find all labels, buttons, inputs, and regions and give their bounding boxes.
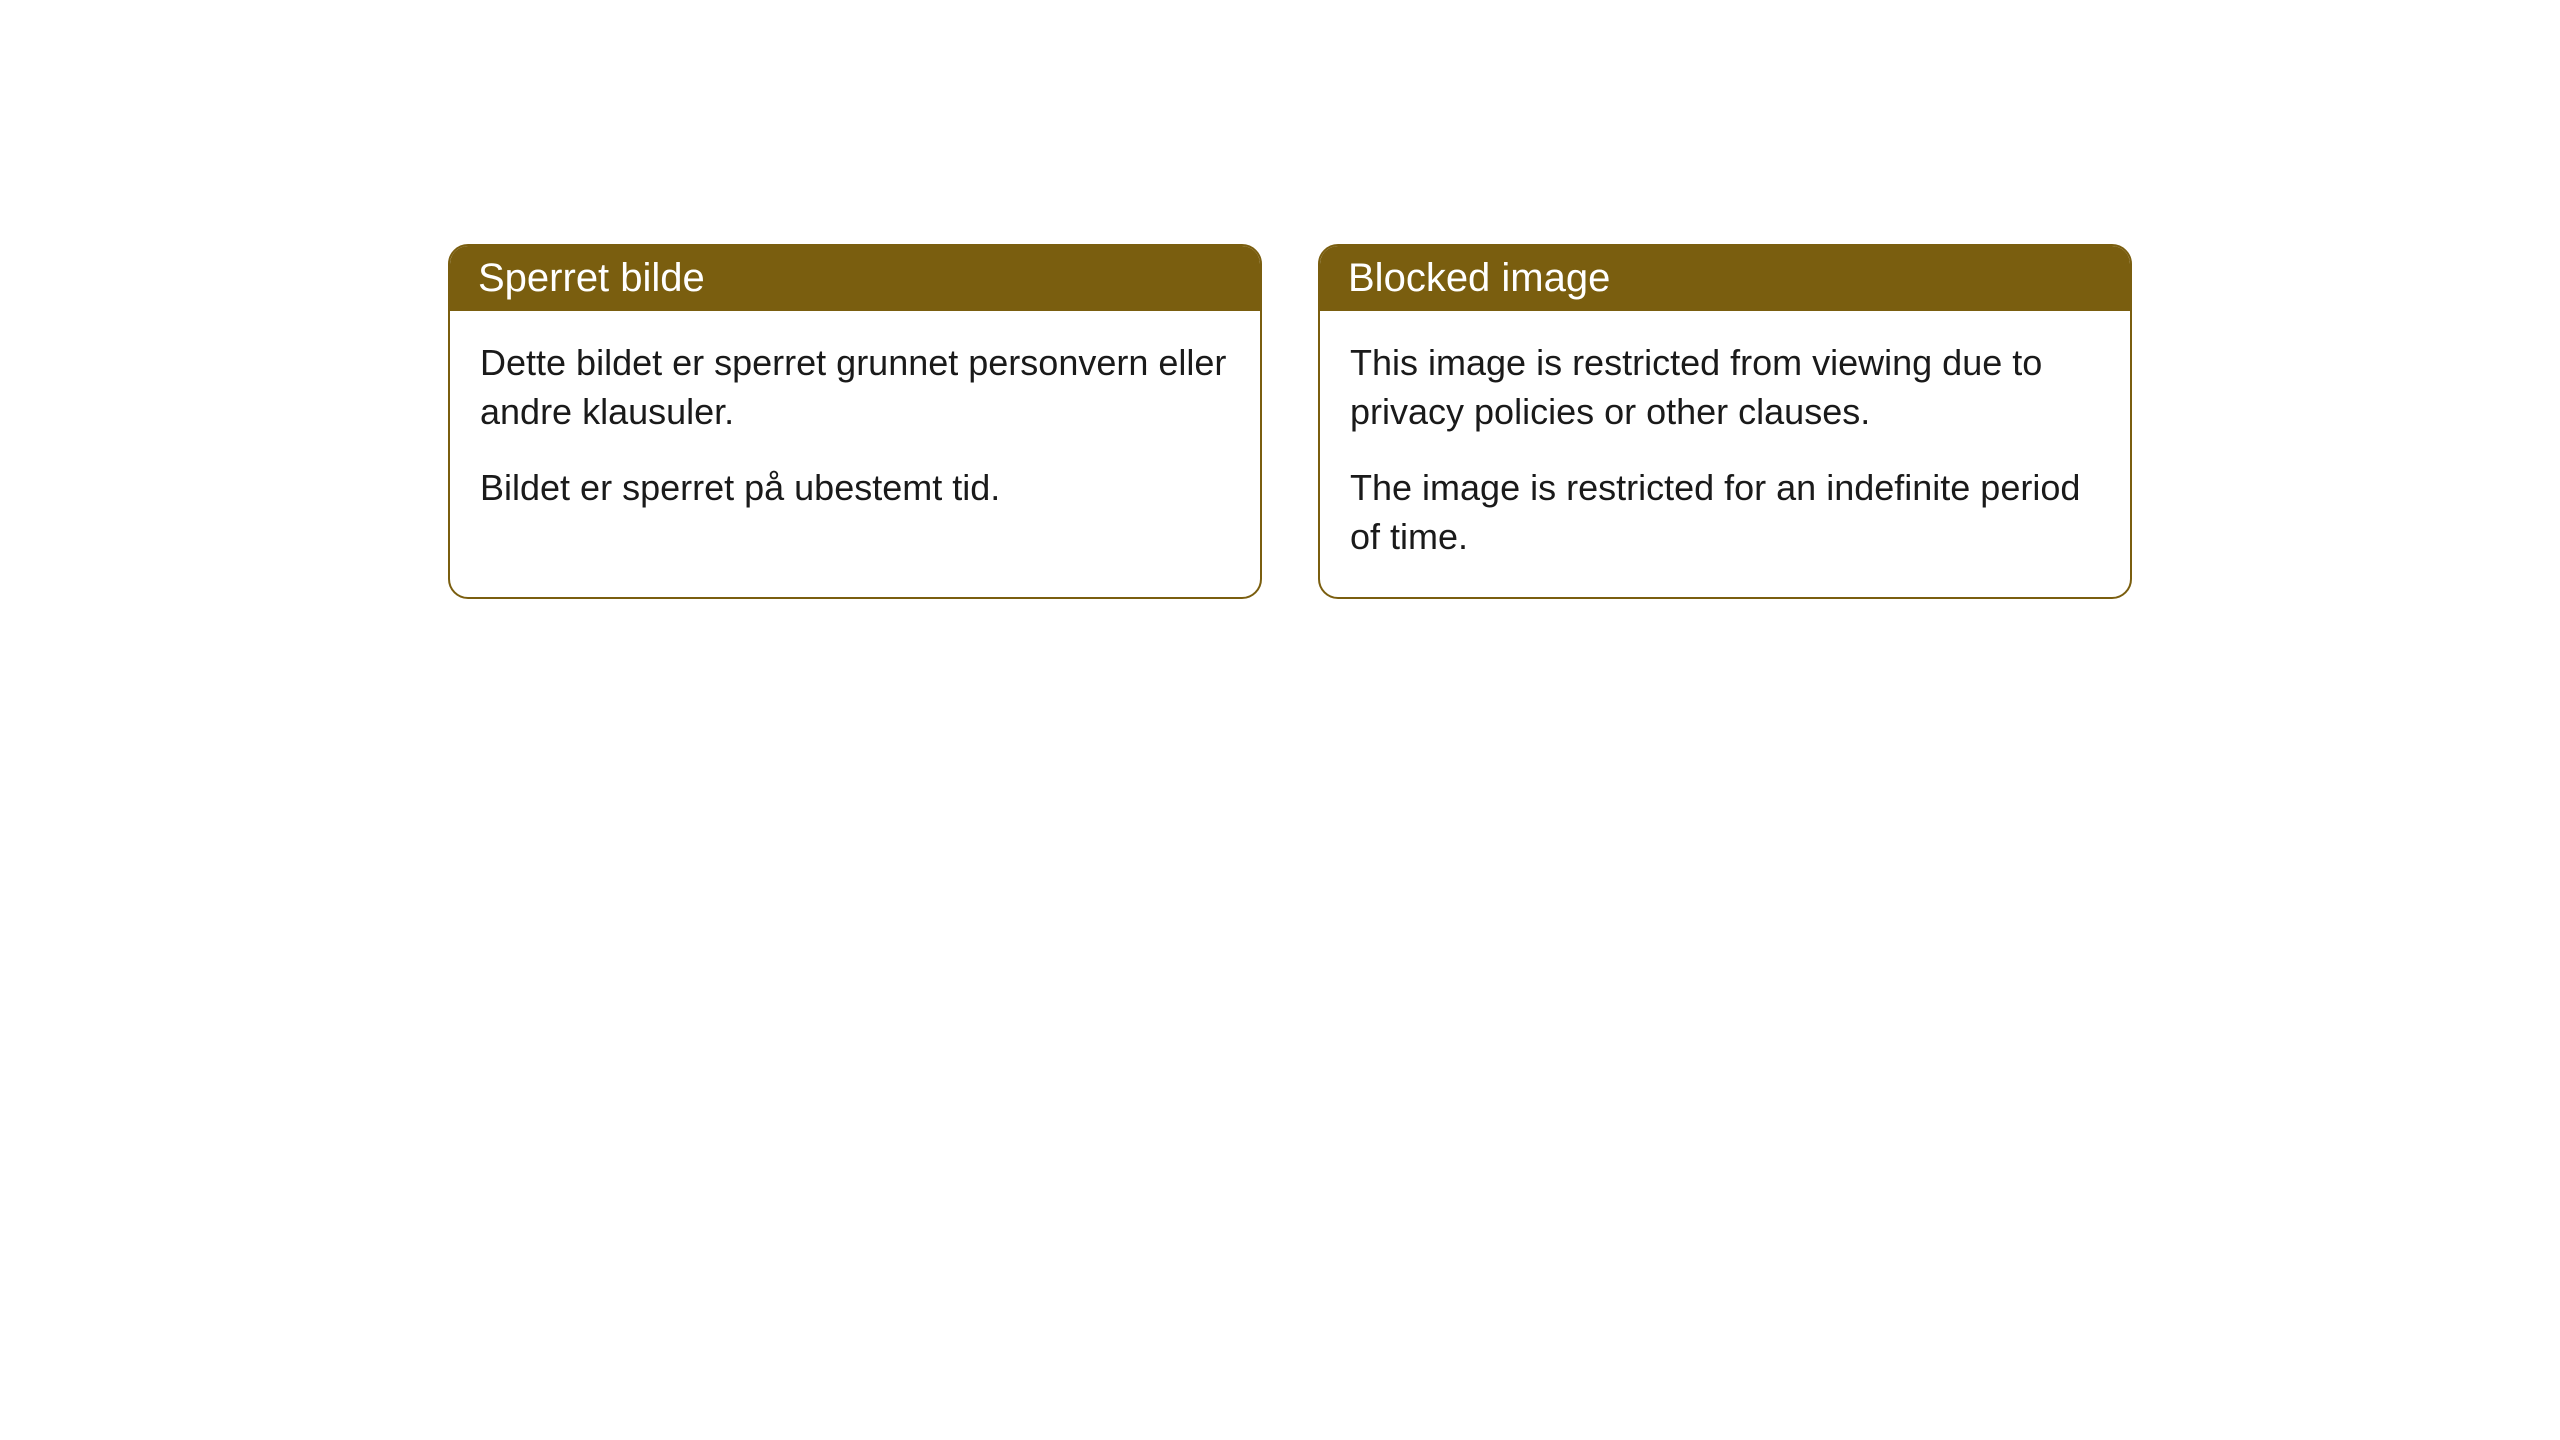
card-text-1: This image is restricted from viewing du… <box>1350 339 2100 436</box>
blocked-image-card-norwegian: Sperret bilde Dette bildet er sperret gr… <box>448 244 1262 599</box>
card-body-norwegian: Dette bildet er sperret grunnet personve… <box>450 311 1260 549</box>
card-title: Blocked image <box>1348 256 1610 300</box>
card-header-norwegian: Sperret bilde <box>450 246 1260 311</box>
card-title: Sperret bilde <box>478 256 705 300</box>
card-text-2: The image is restricted for an indefinit… <box>1350 464 2100 561</box>
card-body-english: This image is restricted from viewing du… <box>1320 311 2130 597</box>
blocked-image-card-english: Blocked image This image is restricted f… <box>1318 244 2132 599</box>
card-text-2: Bildet er sperret på ubestemt tid. <box>480 464 1230 513</box>
notice-cards-container: Sperret bilde Dette bildet er sperret gr… <box>448 244 2132 599</box>
card-header-english: Blocked image <box>1320 246 2130 311</box>
card-text-1: Dette bildet er sperret grunnet personve… <box>480 339 1230 436</box>
